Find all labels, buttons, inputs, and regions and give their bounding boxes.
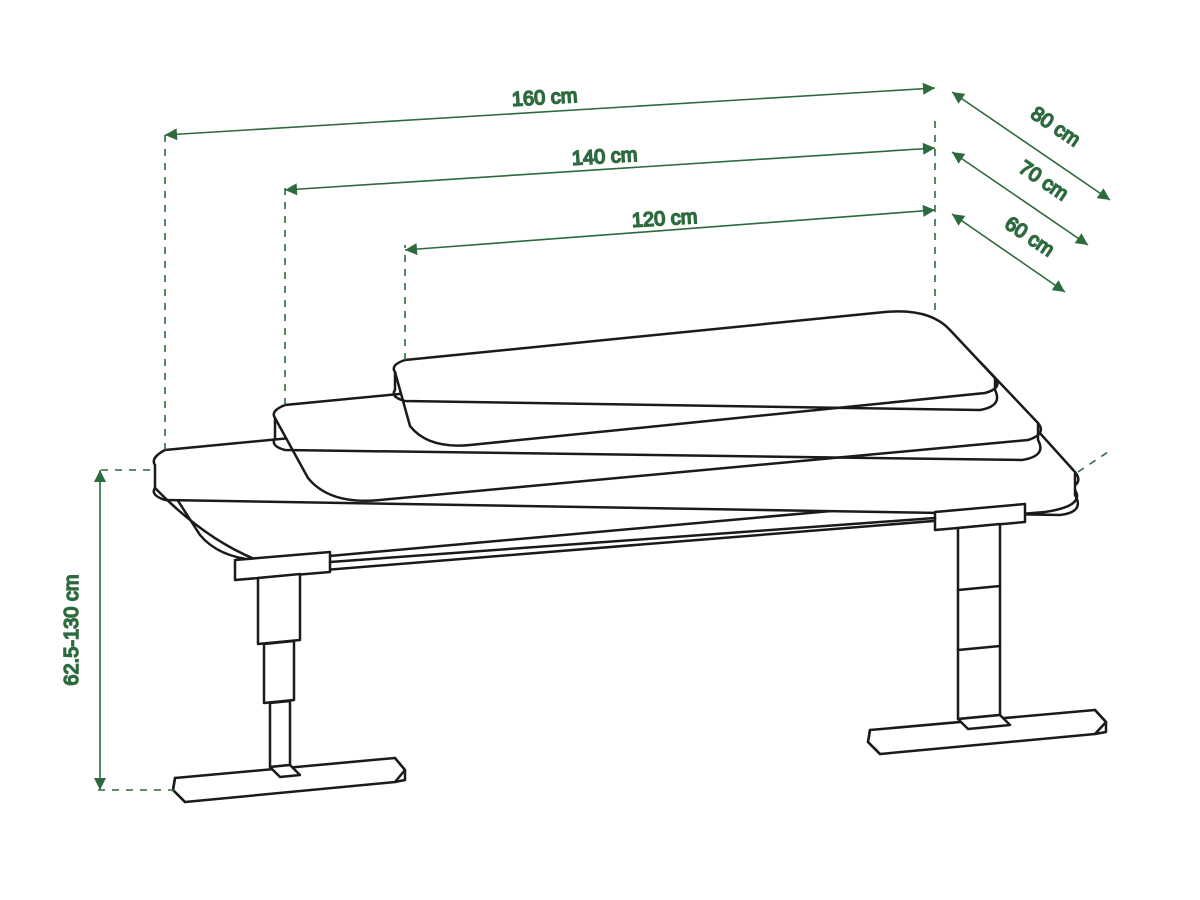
label-width-160: 160 cm (511, 85, 578, 111)
desk-dimension-diagram: 160 cm 140 cm 120 cm 80 cm 70 cm 60 cm 6… (0, 0, 1200, 900)
left-leg (173, 552, 405, 802)
label-depth-70: 70 cm (1015, 157, 1072, 206)
label-depth-80: 80 cm (1027, 103, 1084, 152)
label-height: 62.5-130 cm (61, 574, 83, 685)
label-width-120: 120 cm (631, 206, 698, 232)
desk-outline (154, 311, 1106, 802)
label-width-140: 140 cm (571, 144, 638, 170)
